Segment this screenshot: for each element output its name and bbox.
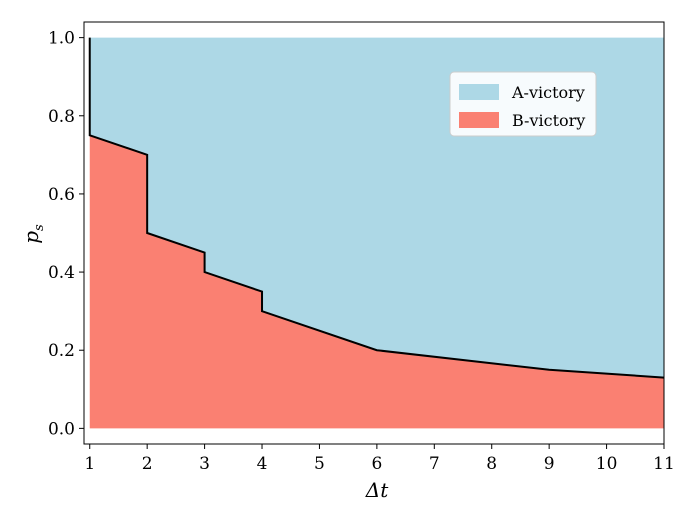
legend-label: B-victory: [512, 111, 585, 130]
x-tick-label: 2: [142, 454, 153, 474]
x-tick-label: 10: [596, 454, 618, 474]
x-tick-label: 5: [314, 454, 325, 474]
y-tick-label: 0.4: [48, 263, 75, 283]
x-tick-label: 1: [84, 454, 95, 474]
x-tick-label: 3: [199, 454, 210, 474]
x-tick-label: 7: [429, 454, 440, 474]
boundary-line: [88, 37, 665, 379]
y-tick-label: 0.8: [48, 107, 75, 127]
legend-swatch: [459, 84, 499, 100]
legend-label: A-victory: [511, 83, 585, 102]
x-tick-label: 6: [371, 454, 382, 474]
legend: A-victory B-victory: [449, 71, 597, 137]
x-tick-label: 4: [257, 454, 268, 474]
area-b-victory: [89, 37, 665, 429]
x-tick-label: 8: [486, 454, 497, 474]
y-axis-label: ps: [19, 224, 47, 244]
x-tick-label: 11: [653, 454, 675, 474]
y-tick-label: 1.0: [48, 29, 75, 49]
x-axis-label: Δt: [365, 478, 389, 502]
y-tick-label: 0.0: [48, 419, 75, 439]
axes-frame: [83, 21, 665, 445]
y-tick-label: 0.2: [48, 341, 75, 361]
y-tick-label: 0.6: [48, 185, 75, 205]
x-tick-label: 9: [544, 454, 555, 474]
legend-swatch: [459, 112, 499, 128]
axes: 1 2 3 4 5 6 7 8 9 10 11 0.0 0.2 0.4 0.6 0.8 1.0: [48, 21, 675, 474]
